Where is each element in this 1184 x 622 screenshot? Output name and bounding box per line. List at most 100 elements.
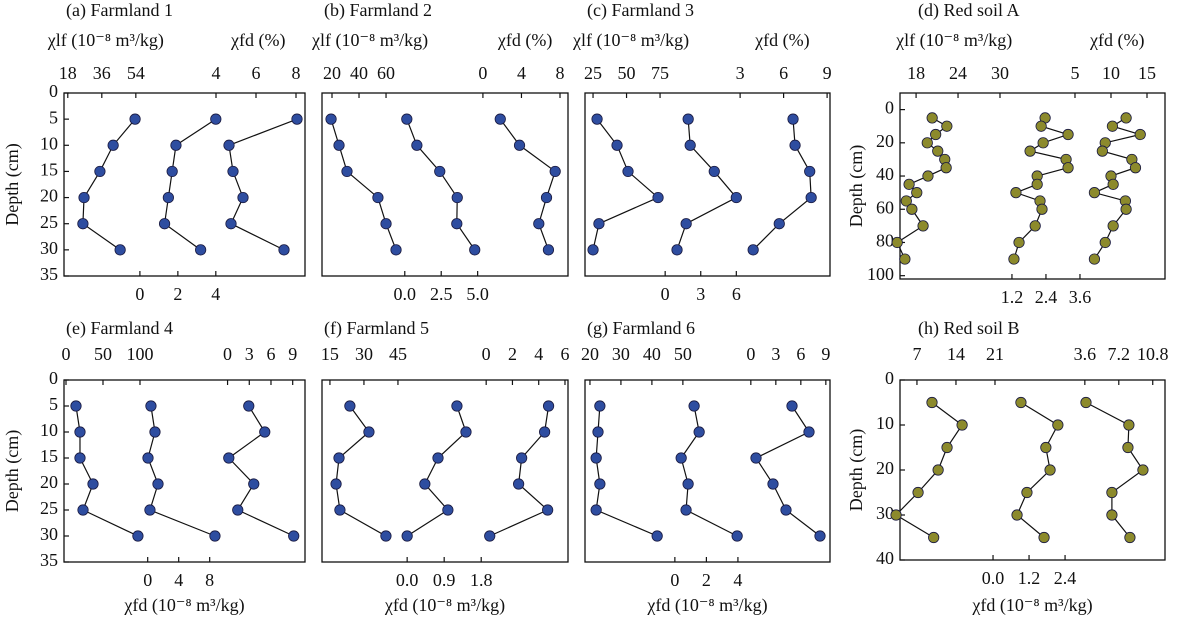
x-tick-label: 50	[674, 344, 692, 364]
data-point	[1044, 464, 1056, 476]
x-tick-label: 10	[1102, 63, 1120, 83]
x-tick-label: 60	[377, 63, 395, 83]
data-point	[1137, 464, 1149, 476]
data-point	[911, 187, 923, 199]
x-tick-label: 18	[907, 63, 925, 83]
plot-frame	[584, 379, 831, 563]
data-point	[688, 400, 700, 412]
x-axis-label: χfd (10⁻⁸ m³/kg)	[971, 595, 1092, 616]
x-tick-label: 36	[93, 63, 111, 83]
x-tick-label: 3.6	[1069, 287, 1092, 307]
data-point	[1120, 112, 1132, 124]
x-tick-label: 8	[556, 63, 565, 83]
data-point	[434, 165, 446, 178]
data-point	[814, 530, 826, 542]
x-tick-label: 75	[651, 63, 669, 83]
data-point	[928, 531, 940, 544]
data-point	[611, 139, 623, 151]
data-point	[652, 191, 664, 204]
panel-title: (h) Red soil B	[918, 318, 1020, 339]
data-point	[401, 530, 413, 542]
data-point	[170, 139, 182, 151]
x-tick-label: 30	[355, 344, 373, 364]
x-tick-label: 15	[1138, 63, 1156, 83]
x-axis-label: χfd (10⁻⁸ m³/kg)	[646, 595, 767, 616]
data-point	[1040, 441, 1052, 454]
x-tick-label: 6	[732, 284, 741, 304]
data-point	[1134, 128, 1146, 141]
data-point	[941, 441, 953, 454]
x-tick-label: 10.8	[1137, 344, 1169, 364]
x-tick-label: 30	[612, 344, 630, 364]
data-point	[451, 218, 463, 230]
data-point	[77, 218, 89, 230]
y-tick-label: 10	[40, 133, 58, 153]
x-tick-label: 24	[949, 63, 967, 83]
x-tick-label: 20	[581, 344, 599, 364]
data-point	[195, 244, 207, 256]
data-point	[590, 452, 602, 464]
y-tick-label: 5	[49, 394, 58, 414]
profile-line	[680, 405, 738, 537]
data-point	[1124, 531, 1136, 544]
x-tick-label: 9	[821, 344, 830, 364]
x-axis-label: χlf (10⁻⁸ m³/kg)	[47, 30, 164, 51]
data-point	[232, 504, 244, 516]
data-point	[87, 478, 99, 490]
data-point	[682, 478, 694, 490]
data-point	[671, 244, 683, 256]
profile-line	[406, 405, 467, 537]
data-point	[1062, 162, 1074, 174]
data-point	[549, 165, 561, 178]
data-point	[259, 426, 271, 438]
x-tick-label: 2.5	[430, 284, 453, 304]
profile-line	[82, 118, 136, 251]
y-axis-label: Depth (cm)	[846, 145, 867, 227]
data-point	[680, 218, 692, 230]
data-point	[223, 452, 235, 464]
data-point	[227, 165, 239, 178]
data-point	[587, 244, 599, 256]
x-tick-label: 6	[560, 344, 569, 364]
data-point	[225, 218, 237, 230]
x-tick-label: 54	[127, 63, 145, 83]
x-tick-label: 50	[618, 63, 636, 83]
plot-frame	[899, 92, 1166, 280]
x-tick-label: 3.6	[1074, 344, 1097, 364]
data-point	[333, 139, 345, 151]
data-point	[593, 218, 605, 230]
data-point	[380, 530, 392, 542]
data-point	[675, 452, 687, 464]
x-tick-label: 0.9	[433, 570, 456, 590]
data-point	[166, 165, 178, 178]
profile-line	[755, 405, 821, 537]
data-point	[730, 191, 742, 204]
data-point	[900, 195, 912, 207]
x-tick-label: 0	[143, 570, 152, 590]
x-tick-label: 40	[350, 63, 368, 83]
y-tick-label: 30	[876, 503, 894, 523]
data-point	[288, 530, 300, 542]
x-tick-label: 3	[696, 284, 705, 304]
y-tick-label: 20	[876, 131, 894, 151]
data-point	[1031, 178, 1043, 190]
y-tick-label: 100	[867, 264, 894, 284]
data-point	[767, 478, 779, 490]
x-tick-label: 8	[205, 570, 214, 590]
data-point	[516, 452, 528, 464]
x-tick-label: 20	[323, 63, 341, 83]
data-point	[906, 203, 918, 215]
data-point	[411, 139, 423, 151]
data-point	[334, 504, 346, 516]
data-point	[1099, 236, 1111, 249]
data-point	[451, 191, 463, 204]
profile-line	[163, 118, 217, 251]
x-axis-label: χfd (%)	[1089, 30, 1144, 51]
data-point	[540, 191, 553, 204]
x-tick-label: 0	[482, 344, 491, 364]
data-point	[94, 165, 106, 178]
profile-line	[676, 119, 738, 251]
data-point	[469, 244, 481, 256]
data-point	[390, 244, 402, 256]
y-tick-label: 20	[40, 186, 58, 206]
